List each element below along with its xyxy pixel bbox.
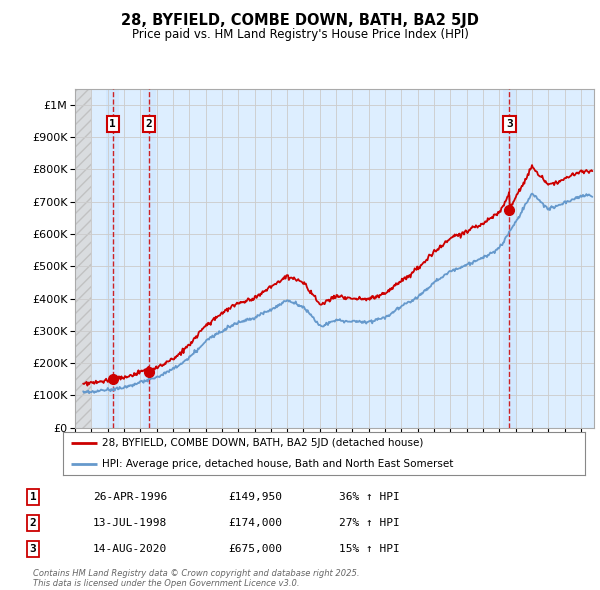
Text: £149,950: £149,950	[228, 493, 282, 502]
Text: 1: 1	[109, 119, 116, 129]
Text: 2: 2	[146, 119, 152, 129]
Bar	[143, 88, 155, 428]
Text: HPI: Average price, detached house, Bath and North East Somerset: HPI: Average price, detached house, Bath…	[102, 460, 454, 469]
Text: £174,000: £174,000	[228, 519, 282, 528]
Text: 15% ↑ HPI: 15% ↑ HPI	[339, 545, 400, 554]
Bar	[75, 88, 91, 428]
Text: 3: 3	[29, 545, 37, 554]
Text: 28, BYFIELD, COMBE DOWN, BATH, BA2 5JD (detached house): 28, BYFIELD, COMBE DOWN, BATH, BA2 5JD (…	[102, 438, 424, 448]
Text: 1: 1	[29, 493, 37, 502]
Text: 13-JUL-1998: 13-JUL-1998	[93, 519, 167, 528]
Text: 26-APR-1996: 26-APR-1996	[93, 493, 167, 502]
Text: Contains HM Land Registry data © Crown copyright and database right 2025.
This d: Contains HM Land Registry data © Crown c…	[33, 569, 359, 588]
Text: 27% ↑ HPI: 27% ↑ HPI	[339, 519, 400, 528]
Text: 2: 2	[29, 519, 37, 528]
Text: £675,000: £675,000	[228, 545, 282, 554]
Bar	[106, 88, 119, 428]
Bar	[503, 88, 516, 428]
Text: 3: 3	[506, 119, 513, 129]
Text: 14-AUG-2020: 14-AUG-2020	[93, 545, 167, 554]
Text: 36% ↑ HPI: 36% ↑ HPI	[339, 493, 400, 502]
Text: Price paid vs. HM Land Registry's House Price Index (HPI): Price paid vs. HM Land Registry's House …	[131, 28, 469, 41]
Text: 28, BYFIELD, COMBE DOWN, BATH, BA2 5JD: 28, BYFIELD, COMBE DOWN, BATH, BA2 5JD	[121, 13, 479, 28]
